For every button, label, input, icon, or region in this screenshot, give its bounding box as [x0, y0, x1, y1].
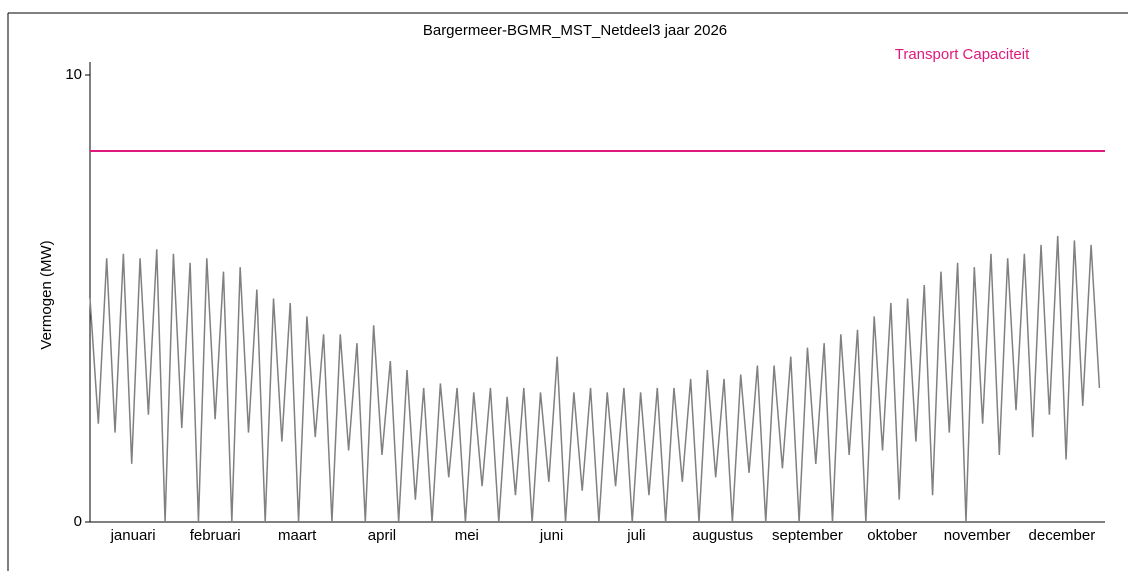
x-tick-label: april — [368, 527, 396, 544]
x-tick-label: juli — [626, 527, 645, 544]
y-axis-label: Vermogen (MW) — [38, 240, 55, 349]
x-tick-label: september — [772, 527, 843, 544]
x-tick-label: november — [944, 527, 1011, 544]
y-tick-label: 10 — [65, 66, 82, 83]
legend-label: Transport Capaciteit — [895, 46, 1030, 63]
x-tick-label: mei — [455, 527, 479, 544]
y-tick-label: 0 — [74, 513, 82, 530]
series-line — [89, 235, 1101, 523]
x-tick-label: januari — [110, 527, 156, 544]
x-tick-label: oktober — [867, 527, 917, 544]
chart-title: Bargermeer-BGMR_MST_Netdeel3 jaar 2026 — [423, 22, 727, 39]
x-tick-label: juni — [539, 527, 563, 544]
x-tick-label: december — [1029, 527, 1096, 544]
x-tick-label: augustus — [692, 527, 753, 544]
x-tick-label: maart — [278, 527, 317, 544]
x-tick-label: februari — [190, 527, 241, 544]
